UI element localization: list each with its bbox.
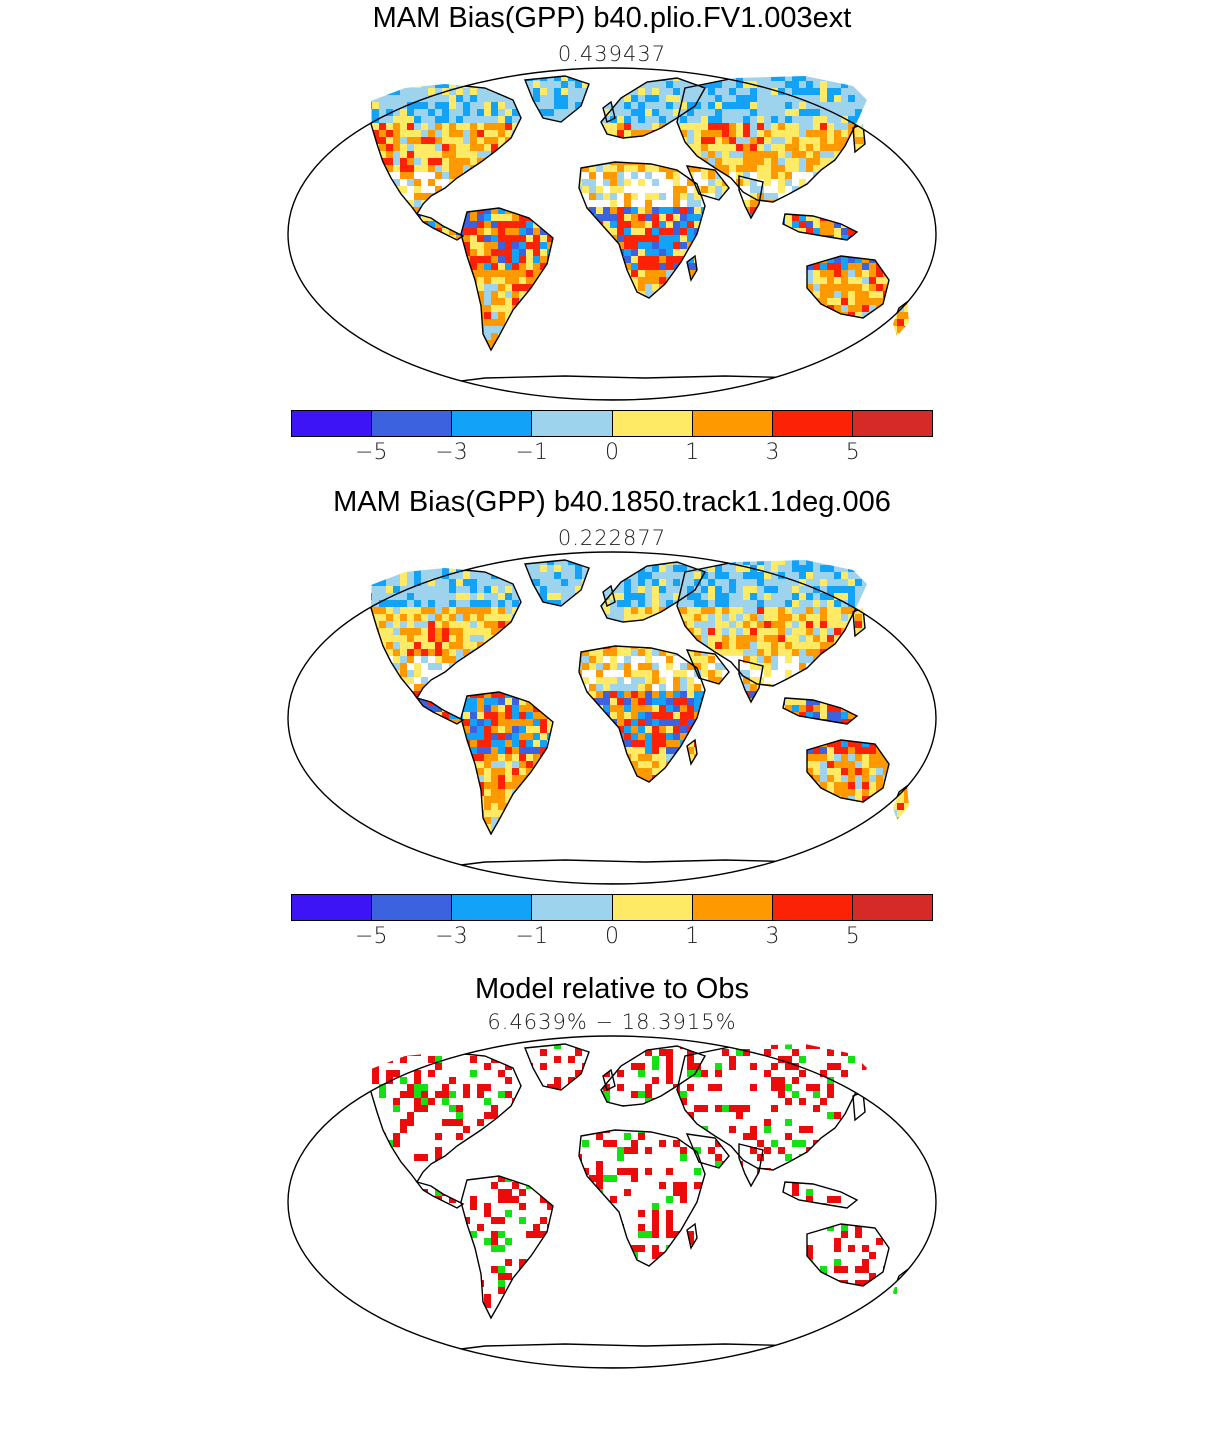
coastline-south-america xyxy=(460,1175,554,1320)
panel1-colorbar-ticks: −5 −3 −1 0 1 3 5 xyxy=(291,440,933,470)
colorbar-tick-label: 0 xyxy=(605,440,619,465)
coastline-australia xyxy=(806,1223,890,1287)
coastline-uk xyxy=(602,100,616,124)
projection-frame xyxy=(287,67,937,401)
coastline-japan xyxy=(852,1091,866,1122)
colorbar-tick-label: −5 xyxy=(355,924,388,949)
colorbar-swatch xyxy=(612,895,693,920)
panel2-world-map xyxy=(287,551,937,885)
coastline-india xyxy=(738,1143,764,1188)
coastline-arabia xyxy=(685,165,730,201)
colorbar-tick-label: 1 xyxy=(685,924,700,949)
colorbar-swatch xyxy=(772,895,853,920)
coastline-uk xyxy=(602,584,616,608)
colorbar-tick-label: 3 xyxy=(765,440,780,465)
coastline-africa xyxy=(578,161,706,299)
coastline-antarctica xyxy=(419,859,848,884)
coastline-north-america xyxy=(370,83,522,216)
colorbar-swatch xyxy=(612,411,693,436)
coastline-madagascar xyxy=(686,738,698,766)
coastline-india xyxy=(738,659,764,704)
panel3-subtitle: 6.4639% − 18.3915% xyxy=(487,1010,737,1034)
coastline-central-america xyxy=(415,212,465,241)
colorbar-swatch xyxy=(372,895,453,920)
coastline-europe xyxy=(600,77,707,139)
land-data-field xyxy=(371,560,909,852)
panel3-world-map xyxy=(287,1035,937,1369)
colorbar-tick-label: −3 xyxy=(435,924,468,949)
coastline-europe xyxy=(600,561,707,623)
panel2-title: MAM Bias(GPP) b40.1850.track1.1deg.006 xyxy=(333,486,891,518)
colorbar-swatch xyxy=(692,895,773,920)
panel1-world-map xyxy=(287,67,937,401)
colorbar-tick-label: −5 xyxy=(355,440,388,465)
colorbar-swatch xyxy=(532,411,613,436)
coastline-greenland xyxy=(524,75,590,123)
coastline-central-america xyxy=(415,1180,465,1209)
panel2-colorbar-ticks: −5 −3 −1 0 1 3 5 xyxy=(291,924,933,954)
coastline-central-america xyxy=(415,696,465,725)
coastline-north-america xyxy=(370,1051,522,1184)
coastline-europe xyxy=(600,1045,707,1107)
colorbar-swatch xyxy=(452,895,533,920)
panel1-subtitle: 0.439437 xyxy=(557,42,667,66)
colorbar-tick-label: 5 xyxy=(845,440,860,465)
panel3-title: Model relative to Obs xyxy=(474,973,749,1005)
coastline-greenland xyxy=(524,559,590,607)
colorbar-tick-label: −3 xyxy=(435,440,468,465)
coastline-madagascar xyxy=(686,254,698,282)
colorbar-swatch xyxy=(772,411,853,436)
colorbar-tick-label: 1 xyxy=(685,440,700,465)
colorbar-tick-label: −1 xyxy=(515,440,548,465)
colorbar-tick-label: 3 xyxy=(765,924,780,949)
coastline-arabia xyxy=(685,1133,730,1169)
colorbar-swatch xyxy=(292,411,373,436)
coastline-australia xyxy=(806,255,890,319)
coastline-antarctica xyxy=(419,1343,848,1368)
colorbar-swatch xyxy=(452,411,533,436)
colorbar-swatch xyxy=(692,411,773,436)
coastline-south-america xyxy=(460,207,554,352)
projection-frame xyxy=(287,551,937,885)
coastline-india xyxy=(738,175,764,220)
colorbar-swatch xyxy=(852,411,932,436)
coastline-greenland xyxy=(524,1043,590,1091)
panel1-title: MAM Bias(GPP) b40.plio.FV1.003ext xyxy=(372,2,852,34)
colorbar-swatch xyxy=(372,411,453,436)
coastline-africa xyxy=(578,1129,706,1267)
coastline-se-asia xyxy=(782,1181,859,1209)
panel2-colorbar xyxy=(291,894,933,921)
colorbar-tick-label: 5 xyxy=(845,924,860,949)
coastline-africa xyxy=(578,645,706,783)
projection-frame xyxy=(287,1035,937,1369)
coastline-antarctica xyxy=(419,375,848,400)
coastline-uk xyxy=(602,1068,616,1092)
colorbar-tick-label: 0 xyxy=(605,924,619,949)
land-data-field xyxy=(371,1044,909,1336)
colorbar-tick-label: −1 xyxy=(515,924,548,949)
colorbar-swatch xyxy=(852,895,932,920)
panel2-subtitle: 0.222877 xyxy=(557,526,667,550)
coastline-madagascar xyxy=(686,1222,698,1250)
coastline-arabia xyxy=(685,649,730,685)
coastline-se-asia xyxy=(782,697,859,725)
coastline-south-america xyxy=(460,691,554,836)
coastline-north-america xyxy=(370,567,522,700)
coastline-se-asia xyxy=(782,213,859,241)
coastline-australia xyxy=(806,739,890,803)
panel1-colorbar xyxy=(291,410,933,437)
colorbar-swatch xyxy=(292,895,373,920)
land-data-field xyxy=(371,76,909,368)
colorbar-swatch xyxy=(532,895,613,920)
